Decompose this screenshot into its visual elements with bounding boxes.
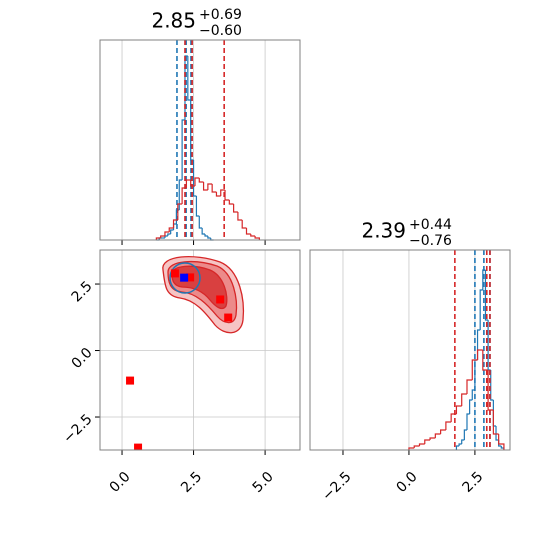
title-upper: +0.44: [409, 217, 452, 233]
histogram-step: [207, 183, 213, 190]
histogram-step: [440, 429, 446, 434]
histogram-step: [164, 235, 168, 238]
point: [170, 269, 179, 278]
histogram-step: [202, 182, 208, 191]
histogram-step: [187, 56, 191, 101]
histogram-step: [172, 219, 178, 228]
histogram-step: [471, 389, 475, 400]
histogram-step: [461, 439, 465, 444]
histogram-step: [204, 234, 208, 237]
histogram-step: [469, 399, 473, 414]
histogram-step: [495, 426, 499, 441]
x-tick-label: 5.0: [250, 469, 277, 496]
histogram-step: [170, 229, 174, 234]
point: [216, 295, 225, 304]
contour-blue: [169, 262, 201, 294]
axes-frame: [309, 249, 511, 451]
y-tick-label: 2.5: [69, 278, 96, 305]
histogram-step: [476, 349, 483, 360]
histogram-step: [498, 434, 505, 450]
histogram-step: [198, 178, 204, 183]
histogram-step: [164, 231, 170, 236]
histogram-step: [198, 216, 203, 229]
histogram-step: [194, 177, 200, 186]
title-lower: −0.76: [409, 233, 452, 249]
x-tick-label: −2.5: [319, 469, 354, 504]
histogram-step: [434, 433, 441, 438]
histogram-step: [237, 212, 243, 221]
histogram-step: [492, 410, 499, 435]
histogram-step: [479, 289, 483, 330]
histogram-step: [254, 236, 260, 240]
y-tick-label: 0.0: [69, 345, 96, 372]
histogram-step: [461, 393, 467, 406]
point: [224, 313, 233, 322]
histogram-step: [463, 429, 467, 440]
histogram-step: [490, 370, 494, 401]
histogram-step: [445, 421, 452, 430]
histogram-step: [455, 405, 462, 414]
histogram-step: [201, 228, 206, 235]
histogram-step: [207, 236, 211, 239]
histogram-step: [181, 119, 185, 180]
histogram-step: [220, 189, 226, 196]
histogram-step: [185, 179, 191, 188]
histogram-step: [168, 227, 174, 232]
histogram-step: [413, 445, 420, 448]
histogram-step: [471, 359, 478, 380]
axes-frame: [99, 39, 301, 241]
histogram-step: [241, 220, 247, 229]
histogram-step: [192, 160, 197, 197]
histogram-step: [233, 204, 238, 213]
histogram-step: [195, 196, 200, 217]
x-tick-label: 2.5: [178, 469, 205, 496]
histogram-step: [487, 370, 494, 411]
title-value: 2.39: [361, 219, 406, 243]
y-tick-label: −2.5: [60, 411, 95, 446]
title-value: 2.85: [151, 9, 196, 33]
histogram-step: [466, 379, 473, 394]
histogram-step: [177, 203, 183, 220]
x-tick-label: 0.0: [394, 469, 421, 496]
histogram-step: [160, 235, 165, 238]
histogram-step: [484, 270, 489, 321]
histogram-step: [424, 439, 431, 444]
histogram-step: [418, 443, 425, 446]
histogram-step: [429, 437, 436, 440]
x-tick-label: 2.5: [460, 469, 487, 496]
histogram-step: [466, 413, 470, 430]
x-tick-label: 0.0: [107, 469, 134, 496]
histogram-step: [224, 190, 230, 201]
point: [134, 443, 143, 450]
title-lower: −0.60: [199, 23, 242, 39]
histogram-step: [178, 179, 183, 210]
histogram-step: [455, 445, 460, 450]
axes-frame: [99, 249, 301, 451]
histogram-step: [167, 233, 171, 236]
point: [180, 273, 189, 282]
histogram-step: [250, 234, 256, 237]
histogram-step: [215, 192, 221, 197]
histogram-step: [458, 443, 462, 446]
point: [186, 273, 195, 282]
title-upper: +0.69: [199, 7, 242, 23]
histogram-step: [408, 447, 415, 450]
histogram-step: [190, 180, 195, 187]
histogram-step: [211, 184, 217, 193]
point: [126, 376, 135, 385]
histogram-step: [245, 228, 251, 235]
histogram-step: [155, 237, 161, 240]
histogram-step: [228, 200, 234, 205]
